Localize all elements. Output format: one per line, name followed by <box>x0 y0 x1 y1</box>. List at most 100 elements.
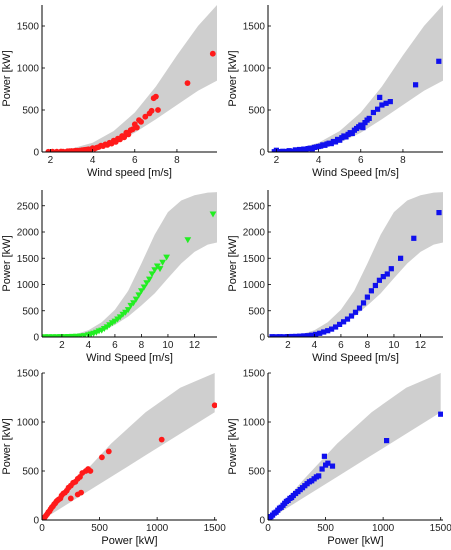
y-axis-label: Power [kW] <box>1 50 13 106</box>
data-point <box>317 330 323 336</box>
y-axis-label: Power [kW] <box>227 418 239 474</box>
y-tick-label: 0 <box>259 516 265 527</box>
data-point <box>209 211 217 218</box>
x-tick-label: 4 <box>312 340 318 351</box>
series-points <box>42 402 217 520</box>
data-point <box>436 58 442 64</box>
data-point <box>277 334 283 337</box>
data-point <box>360 125 366 131</box>
confidence-band <box>42 373 215 520</box>
data-point <box>301 333 307 337</box>
data-point <box>293 333 299 337</box>
data-point <box>155 107 161 113</box>
y-axis-label: Power [kW] <box>1 418 13 474</box>
data-point <box>398 255 404 261</box>
x-tick-label: 1500 <box>430 523 451 534</box>
x-tick-label: 2 <box>285 340 291 351</box>
x-axis-label: Power [kW] <box>101 535 157 547</box>
y-tick-label: 2500 <box>17 201 40 212</box>
x-tick-label: 1000 <box>146 523 169 534</box>
x-tick-label: 2 <box>274 155 280 166</box>
x-axis-label: Wind speed [m/s] <box>87 167 172 179</box>
data-point <box>105 448 112 455</box>
data-point <box>321 329 327 335</box>
data-point <box>273 334 279 337</box>
x-tick-label: 6 <box>132 155 138 166</box>
y-tick-label: 1500 <box>243 22 266 33</box>
x-axis-label: Power [kW] <box>327 535 383 547</box>
data-point <box>138 118 145 125</box>
data-point <box>316 473 322 479</box>
y-tick-label: 1000 <box>17 280 40 291</box>
data-point <box>377 94 383 100</box>
data-point <box>376 277 382 283</box>
y-tick-label: 500 <box>22 106 39 117</box>
data-point <box>134 124 140 131</box>
data-point <box>438 411 443 417</box>
y-tick-label: 1500 <box>243 254 266 265</box>
y-tick-label: 1000 <box>17 418 40 429</box>
data-point <box>333 324 339 330</box>
data-point <box>366 115 372 121</box>
data-point <box>319 466 325 472</box>
data-point <box>384 271 390 277</box>
y-tick-label: 500 <box>248 467 265 478</box>
y-tick-label: 500 <box>248 106 265 117</box>
x-axis-label: Wind Speed [m/s] <box>312 352 399 364</box>
data-point <box>384 438 390 444</box>
data-point <box>286 148 292 152</box>
data-point <box>159 259 166 266</box>
x-tick-label: 2 <box>48 155 54 166</box>
x-tick-label: 1500 <box>204 523 227 534</box>
data-point <box>143 280 151 287</box>
x-tick-label: 4 <box>90 155 96 166</box>
y-tick-label: 500 <box>22 467 39 478</box>
data-point <box>269 334 275 337</box>
data-point <box>436 210 442 216</box>
data-point <box>99 454 105 461</box>
x-tick-label: 12 <box>415 340 427 351</box>
x-tick-label: 8 <box>400 155 406 166</box>
chart-p5: 0 500 1000 1500 0 500 1000 1500 Power [kW] Power … <box>1 369 226 548</box>
data-point <box>372 282 378 289</box>
data-point <box>87 468 94 474</box>
y-tick-label: 1500 <box>17 254 40 265</box>
data-point <box>360 300 367 306</box>
data-point <box>388 266 394 272</box>
y-tick-label: 2000 <box>17 228 40 239</box>
data-point <box>184 80 191 86</box>
x-tick-label: 500 <box>91 523 108 534</box>
x-tick-label: 10 <box>162 340 174 351</box>
data-point <box>352 309 359 315</box>
data-point <box>349 130 355 137</box>
y-tick-label: 1000 <box>243 280 266 291</box>
data-point <box>158 436 165 443</box>
y-tick-label: 1000 <box>243 64 266 75</box>
y-tick-label: 0 <box>33 148 39 159</box>
data-point <box>364 294 370 300</box>
y-tick-label: 500 <box>22 306 39 317</box>
data-point <box>281 334 287 337</box>
x-tick-label: 8 <box>174 155 180 166</box>
y-tick-label: 1000 <box>17 64 40 75</box>
data-point <box>375 106 381 112</box>
data-point <box>313 331 319 337</box>
data-point <box>321 453 327 459</box>
y-tick-label: 1500 <box>17 22 40 33</box>
data-point <box>337 321 343 327</box>
data-point <box>413 82 419 88</box>
x-tick-label: 8 <box>365 340 371 351</box>
x-tick-label: 0 <box>39 523 45 534</box>
data-point <box>341 319 347 325</box>
y-tick-label: 2500 <box>243 201 266 212</box>
data-point <box>184 237 192 244</box>
chart-p1: 2 4 6 8 0 500 1000 1500 Wind speed [m/s] Power [k… <box>1 5 217 179</box>
y-axis-label: Power [kW] <box>227 235 239 291</box>
series-points <box>45 50 216 152</box>
data-point <box>411 235 417 241</box>
data-point <box>121 134 128 141</box>
data-point <box>211 402 217 409</box>
data-point <box>280 148 286 152</box>
data-point <box>132 296 140 303</box>
